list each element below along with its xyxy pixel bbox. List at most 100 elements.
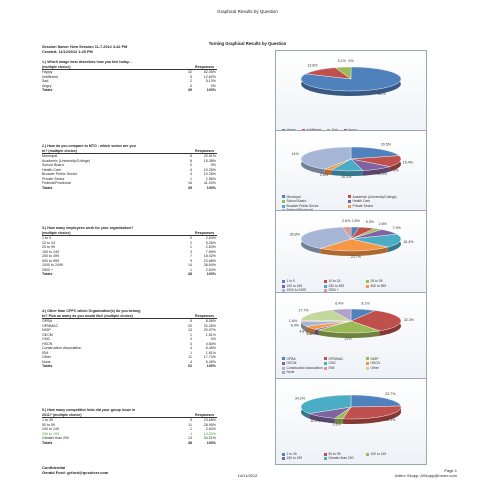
legend-label: 250 to 499	[328, 283, 345, 288]
legend-label: OECM	[286, 361, 297, 366]
answer-count: 1	[190, 267, 192, 272]
pie-slice-side	[342, 406, 401, 424]
table-row: School Board 0 0%	[42, 163, 217, 168]
legend-item: 100 to 249	[282, 284, 324, 289]
data-label: 6.4%	[291, 324, 300, 328]
answer-label: 25 to 99	[42, 245, 55, 250]
legend-label: OPBA	[286, 356, 296, 361]
pie-slice-side	[318, 330, 380, 338]
data-label: 34.2%	[295, 396, 306, 400]
question-subtitle: 2011? (multiple choice)	[42, 412, 82, 417]
table-row: 100 to 249 3 7.89%	[42, 250, 217, 255]
pie-svg: 23.7% 28.9% 2.6% 10.5% 34.2%	[295, 392, 402, 426]
table-row: 1000 to 2499 14 36.84%	[42, 263, 217, 268]
pie-slice	[350, 310, 402, 332]
legend-item: None	[282, 370, 324, 375]
pie-slice	[318, 320, 380, 334]
answer-percent: 18.42%	[203, 254, 216, 259]
legend-swatch	[324, 366, 327, 370]
legend-swatch	[366, 452, 369, 456]
legend-swatch	[324, 289, 327, 293]
answer-label: Construction Association	[42, 346, 82, 351]
table-row: 250 to 499 7 18.42%	[42, 254, 217, 259]
answer-count: 4	[190, 346, 192, 351]
footer-left: Confidential Gerald Ford: grford@qcsolve…	[42, 465, 108, 475]
question-subtitle: in? (multiple choice)	[42, 148, 77, 153]
legend-swatch	[366, 357, 369, 361]
answer-count: 9	[190, 258, 192, 263]
question-5-section: 5.) How many competitive bids did your g…	[42, 408, 217, 445]
answer-percent: 23.68%	[203, 418, 216, 423]
chart-legend: 1 to 9 10 to 24 25 to 99 100 to 249 250 to 4…	[282, 279, 422, 293]
session-name: Session Name: New Session 11-7-2012 3-42…	[42, 45, 128, 49]
legend-swatch	[366, 366, 369, 370]
legend-item: 100 to 149	[366, 452, 408, 457]
table-row: Other 11 17.74%	[42, 355, 217, 360]
pie-slice-side	[324, 169, 332, 176]
answer-percent: 20.97%	[203, 328, 216, 333]
pie-svg: 82% 12.8% 5.1% 0%	[300, 59, 402, 96]
legend-item: Private Sector	[348, 204, 414, 209]
answer-label: OECM	[42, 332, 53, 337]
answer-label: None	[42, 359, 51, 364]
answer-label: Totals	[42, 185, 53, 190]
answer-percent: 28.95%	[203, 422, 216, 427]
answer-count: 1	[190, 350, 192, 355]
legend-item: Municipal	[282, 195, 348, 200]
question-text: 5.) How many competitive bids did your g…	[42, 408, 136, 412]
legend-swatch	[324, 357, 327, 361]
legend-item: 10 to 24	[324, 279, 366, 284]
legend-swatch	[282, 280, 285, 284]
data-label: 10.5%	[310, 419, 321, 423]
answer-percent: 100%	[206, 272, 216, 277]
table-row: Municipal 8 20.51%	[42, 154, 217, 159]
answer-percent: 100%	[206, 185, 216, 190]
legend-item: Broader Public Sector	[282, 204, 348, 209]
pie-slice	[350, 394, 402, 408]
data-label: 18.4%	[403, 240, 414, 244]
answer-count: 3	[190, 249, 192, 254]
answer-label: OPBA	[42, 319, 52, 324]
legend-label: NIGP	[370, 356, 379, 361]
answer-count: 2	[190, 240, 192, 245]
answer-count: 4	[190, 431, 192, 436]
question-5-pie-chart: 23.7% 28.9% 2.6% 10.5% 34.2% 1 to 49 50 to 99 1…	[275, 378, 427, 465]
answer-count: 4	[190, 167, 192, 172]
totals-row: Totals 38 100%	[42, 441, 217, 446]
question-subtitle-row: (multiple choice) Responses	[42, 65, 217, 71]
answer-percent: 2.63%	[205, 236, 216, 241]
legend-swatch	[282, 200, 285, 204]
legend-item: CMC	[324, 361, 366, 366]
answer-count: 1	[190, 176, 192, 181]
data-label: 1.6%	[307, 332, 316, 336]
answer-count: 8	[190, 154, 192, 159]
answer-label: Sad	[42, 79, 49, 84]
legend-label: CMC	[328, 361, 337, 366]
legend-swatch	[324, 284, 327, 288]
pie-slice	[350, 155, 402, 167]
answer-percent: 23.68%	[203, 258, 216, 263]
answer-label: 1 to 9	[42, 236, 51, 241]
answer-count: 11	[188, 422, 192, 427]
question-subtitle: to? Pick as many as you would like! (mul…	[42, 313, 133, 318]
legend-item: OECM	[282, 361, 324, 366]
data-label: 36.8%	[290, 233, 301, 237]
question-subtitle-row: to? Pick as many as you would like! (mul…	[42, 314, 217, 320]
legend-swatch	[282, 366, 285, 370]
answer-label: 150 to 199	[42, 431, 59, 436]
legend-swatch	[282, 204, 285, 208]
pie-slice	[342, 226, 352, 240]
legend-item: Greater than 200	[324, 456, 366, 461]
legend-label: Greater than 200	[328, 456, 354, 461]
data-label: 7.9%	[393, 226, 402, 230]
legend-swatch	[324, 452, 327, 456]
answer-count: 20	[188, 323, 192, 328]
table-row: 2500 + 1 2.63%	[42, 268, 217, 273]
pie-svg: 20.5% 15.4% 0% 10.3% 10.3% 2.6% 41%	[292, 143, 414, 179]
pie-slice	[300, 146, 352, 170]
legend-item: 2500 +	[324, 288, 366, 293]
answer-count: 39	[188, 88, 192, 93]
legend-swatch	[282, 362, 285, 366]
legend-label: 1 to 9	[286, 279, 295, 284]
chart-legend: OPBA OPMMAC NIGP OECM CMC HSCN Construction As…	[282, 357, 422, 375]
